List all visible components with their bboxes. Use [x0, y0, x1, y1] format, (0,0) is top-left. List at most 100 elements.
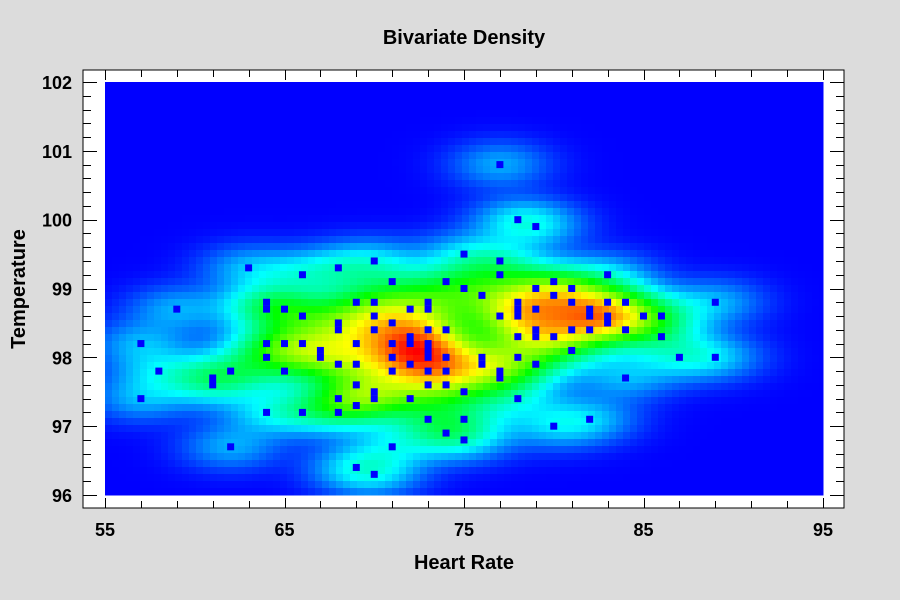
density-cell — [126, 306, 134, 314]
density-cell — [791, 313, 799, 321]
density-cell — [329, 348, 337, 356]
density-cell — [175, 159, 183, 167]
density-cell — [616, 180, 624, 188]
density-cell — [154, 250, 162, 258]
density-cell — [469, 82, 477, 90]
density-cell — [112, 229, 120, 237]
density-cell — [581, 320, 589, 328]
density-cell — [483, 390, 491, 398]
density-cell — [546, 376, 554, 384]
density-cell — [742, 264, 750, 272]
density-cell — [714, 201, 722, 209]
density-cell — [679, 313, 687, 321]
density-cell — [357, 152, 365, 160]
density-cell — [329, 418, 337, 426]
density-cell — [651, 131, 659, 139]
density-cell — [651, 96, 659, 104]
density-cell — [812, 89, 820, 97]
density-cell — [637, 243, 645, 251]
density-cell — [700, 82, 708, 90]
density-cell — [525, 89, 533, 97]
density-cell — [406, 243, 414, 251]
density-cell — [497, 348, 505, 356]
density-cell — [518, 250, 526, 258]
density-cell — [483, 369, 491, 377]
density-cell — [574, 208, 582, 216]
density-cell — [231, 124, 239, 132]
density-cell — [259, 89, 267, 97]
density-cell — [266, 208, 274, 216]
density-cell — [455, 271, 463, 279]
density-cell — [483, 124, 491, 132]
density-cell — [791, 285, 799, 293]
density-cell — [413, 411, 421, 419]
density-cell — [658, 369, 666, 377]
density-cell — [161, 369, 169, 377]
density-cell — [567, 124, 575, 132]
density-cell — [434, 96, 442, 104]
density-cell — [581, 383, 589, 391]
density-cell — [686, 383, 694, 391]
density-cell — [427, 243, 435, 251]
density-cell — [637, 173, 645, 181]
density-cell — [133, 152, 141, 160]
density-cell — [343, 89, 351, 97]
density-cell — [672, 313, 680, 321]
density-cell — [539, 103, 547, 111]
density-cell — [581, 299, 589, 307]
density-cell — [322, 110, 330, 118]
density-cell — [700, 362, 708, 370]
density-cell — [413, 306, 421, 314]
density-cell — [805, 376, 813, 384]
density-cell — [112, 334, 120, 342]
density-cell — [294, 278, 302, 286]
density-cell — [784, 166, 792, 174]
density-cell — [574, 166, 582, 174]
density-cell — [119, 236, 127, 244]
density-cell — [119, 215, 127, 223]
density-cell — [504, 292, 512, 300]
density-cell — [770, 222, 778, 230]
density-cell — [252, 103, 260, 111]
density-cell — [119, 376, 127, 384]
density-cell — [238, 313, 246, 321]
density-cell — [476, 110, 484, 118]
density-cell — [483, 166, 491, 174]
density-cell — [665, 173, 673, 181]
density-cell — [168, 390, 176, 398]
density-cell — [357, 194, 365, 202]
density-cell — [364, 131, 372, 139]
density-cell — [245, 180, 253, 188]
density-cell — [336, 89, 344, 97]
density-cell — [644, 215, 652, 223]
density-cell — [553, 236, 561, 244]
density-cell — [651, 327, 659, 335]
density-cell — [616, 383, 624, 391]
density-cell — [532, 264, 540, 272]
density-cell — [168, 257, 176, 265]
density-cell — [413, 243, 421, 251]
density-cell — [700, 187, 708, 195]
density-cell — [245, 208, 253, 216]
density-cell — [350, 418, 358, 426]
density-cell — [518, 271, 526, 279]
density-cell — [371, 103, 379, 111]
density-cell — [385, 166, 393, 174]
density-cell — [455, 299, 463, 307]
density-cell — [273, 194, 281, 202]
density-cell — [119, 166, 127, 174]
density-cell — [434, 376, 442, 384]
density-cell — [126, 131, 134, 139]
density-cell — [245, 96, 253, 104]
density-cell — [140, 82, 148, 90]
density-cell — [315, 397, 323, 405]
density-cell — [651, 166, 659, 174]
density-cell — [665, 383, 673, 391]
density-cell — [770, 362, 778, 370]
density-cell — [266, 117, 274, 125]
density-cell — [637, 397, 645, 405]
density-cell — [273, 313, 281, 321]
density-cell — [574, 159, 582, 167]
density-cell — [644, 145, 652, 153]
density-cell — [763, 96, 771, 104]
